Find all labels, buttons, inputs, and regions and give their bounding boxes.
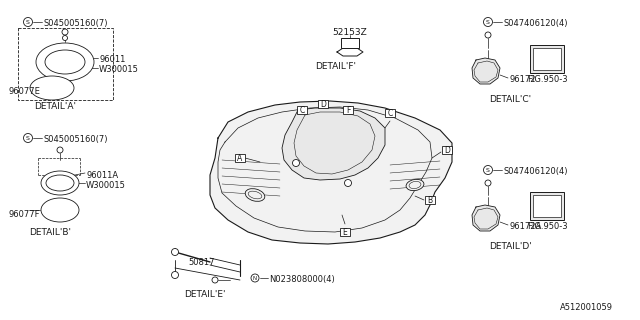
Text: S: S	[486, 167, 490, 172]
Text: 96172: 96172	[509, 75, 536, 84]
Text: N: N	[253, 276, 257, 281]
Circle shape	[212, 277, 218, 283]
Text: DETAIL'D': DETAIL'D'	[488, 242, 531, 251]
Text: W300015: W300015	[99, 65, 139, 74]
Text: 50817: 50817	[188, 258, 214, 267]
Ellipse shape	[245, 189, 265, 201]
Bar	[442, 146, 452, 154]
Ellipse shape	[46, 175, 74, 191]
Bar	[235, 154, 245, 162]
Bar	[530, 45, 564, 73]
Circle shape	[485, 32, 491, 38]
Text: 96077E: 96077E	[8, 87, 40, 96]
Bar	[530, 192, 564, 220]
Circle shape	[63, 36, 67, 41]
Text: FIG.950-3: FIG.950-3	[527, 75, 567, 84]
Text: DETAIL'C': DETAIL'C'	[489, 95, 531, 104]
Text: DETAIL'E': DETAIL'E'	[184, 290, 226, 299]
Text: A: A	[237, 154, 243, 163]
Circle shape	[24, 133, 33, 142]
Polygon shape	[472, 205, 500, 231]
Text: C: C	[387, 109, 392, 118]
Text: S045005160(7): S045005160(7)	[43, 135, 108, 144]
Circle shape	[172, 249, 179, 255]
Bar	[297, 106, 307, 114]
Text: 96172A: 96172A	[509, 222, 541, 231]
Text: S: S	[26, 20, 30, 25]
Text: S047406120(4): S047406120(4)	[503, 167, 568, 176]
Text: 52153Z: 52153Z	[333, 28, 367, 37]
Text: N023808000(4): N023808000(4)	[269, 275, 335, 284]
Text: DETAIL'B': DETAIL'B'	[29, 228, 71, 237]
Ellipse shape	[41, 198, 79, 222]
Bar	[425, 196, 435, 204]
Polygon shape	[210, 101, 452, 244]
Polygon shape	[282, 108, 385, 180]
Text: W300015: W300015	[86, 181, 126, 190]
Bar	[340, 228, 350, 236]
Text: FIG.950-3: FIG.950-3	[527, 222, 567, 231]
Text: DETAIL'F': DETAIL'F'	[316, 62, 356, 71]
Circle shape	[24, 18, 33, 27]
Circle shape	[485, 180, 491, 186]
Circle shape	[172, 271, 179, 278]
Ellipse shape	[36, 43, 94, 81]
Ellipse shape	[409, 181, 421, 188]
Ellipse shape	[45, 50, 85, 74]
Circle shape	[483, 165, 493, 174]
Text: S: S	[26, 135, 30, 140]
Text: C: C	[300, 106, 305, 115]
Bar	[341, 38, 359, 48]
Polygon shape	[472, 58, 500, 84]
Bar	[385, 109, 395, 117]
Circle shape	[292, 159, 300, 166]
Bar	[343, 106, 353, 114]
Bar	[533, 195, 561, 217]
Bar	[533, 48, 561, 70]
Circle shape	[344, 180, 351, 187]
Circle shape	[483, 18, 493, 27]
Text: 96077F: 96077F	[8, 210, 40, 219]
Text: D: D	[320, 100, 326, 109]
Text: 96011: 96011	[99, 55, 125, 64]
Text: 96011A: 96011A	[86, 171, 118, 180]
Circle shape	[57, 147, 63, 153]
Circle shape	[62, 29, 68, 35]
Bar	[18, 28, 113, 100]
Text: F: F	[346, 106, 350, 115]
Bar	[318, 100, 328, 108]
Text: S045005160(7): S045005160(7)	[43, 19, 108, 28]
Text: E: E	[342, 228, 348, 237]
Ellipse shape	[30, 76, 74, 100]
Text: S047406120(4): S047406120(4)	[503, 19, 568, 28]
Ellipse shape	[248, 191, 262, 199]
Circle shape	[251, 274, 259, 282]
Text: S: S	[486, 20, 490, 25]
Text: DETAIL'A': DETAIL'A'	[34, 102, 76, 111]
Text: A512001059: A512001059	[560, 303, 613, 312]
Text: B: B	[428, 196, 433, 205]
Ellipse shape	[406, 180, 424, 191]
Text: D: D	[444, 146, 450, 155]
Ellipse shape	[41, 171, 79, 195]
